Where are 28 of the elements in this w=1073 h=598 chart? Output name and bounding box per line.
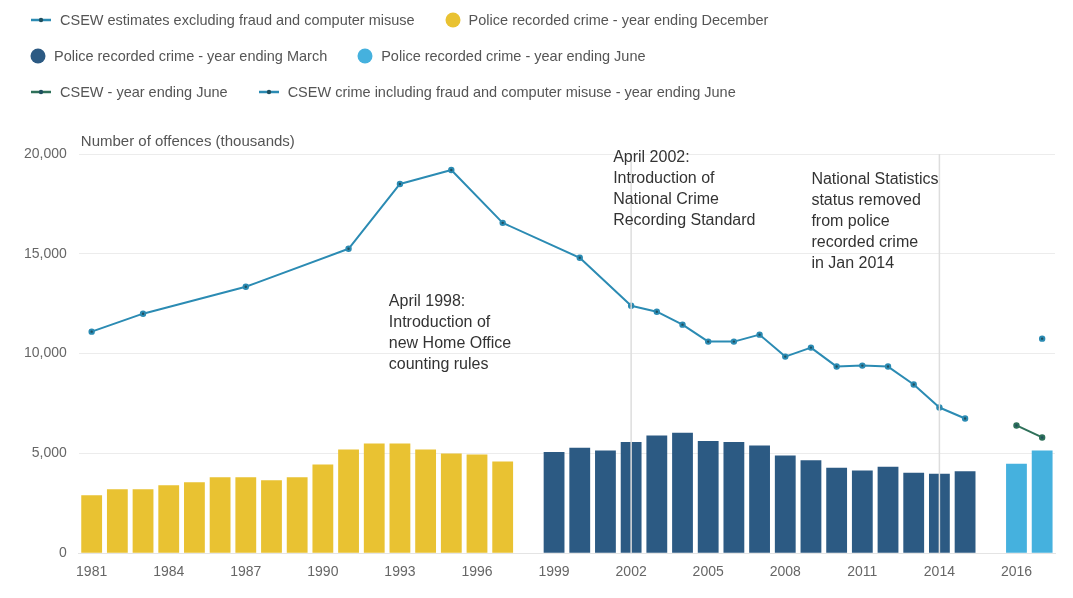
legend-label: CSEW estimates excluding fraud and computer misuse — [60, 12, 415, 28]
ref-line-label: National Statistics status removed from police recorded crime in Jan 2014 — [811, 170, 939, 271]
annotation: April 1998: Introduction of new Home Office counting rules — [388, 292, 512, 372]
x-tick-label: 1993 — [384, 563, 416, 580]
x-tick-label: 1999 — [538, 563, 570, 580]
x-tick-label: 1981 — [76, 563, 108, 580]
y-tick-label: 10,000 — [23, 344, 68, 361]
y-tick-label: 15,000 — [23, 244, 68, 261]
y-tick-label: 0 — [59, 544, 68, 561]
legend-label: CSEW - year ending June — [60, 84, 228, 100]
x-tick-label: 2014 — [923, 563, 956, 580]
x-tick-label: 1990 — [307, 563, 339, 580]
x-tick-label: 1984 — [153, 563, 185, 580]
y-tick-label: 20,000 — [23, 144, 68, 161]
y-tick-label: 5,000 — [31, 444, 68, 461]
x-tick-label: 1987 — [230, 563, 262, 580]
legend-label: Police recorded crime - year ending March — [54, 48, 328, 64]
x-tick-label: 2002 — [615, 563, 647, 580]
ref-line-label: April 2002: Introduction of National Crime Recording Standard — [613, 148, 756, 228]
x-tick-label: 2011 — [847, 563, 878, 580]
legend-label: Police recorded crime - year ending December — [468, 12, 769, 28]
x-tick-label: 2008 — [769, 563, 802, 580]
x-tick-label: 2016 — [1000, 563, 1033, 580]
x-tick-label: 1996 — [461, 563, 493, 580]
x-tick-label: 2005 — [692, 563, 724, 580]
legend-label: Police recorded crime - year ending June — [381, 48, 646, 64]
y-axis-title: Number of offences (thousands) — [80, 132, 295, 149]
legend-label: CSEW crime including fraud and computer misuse - year ending June — [287, 84, 736, 100]
